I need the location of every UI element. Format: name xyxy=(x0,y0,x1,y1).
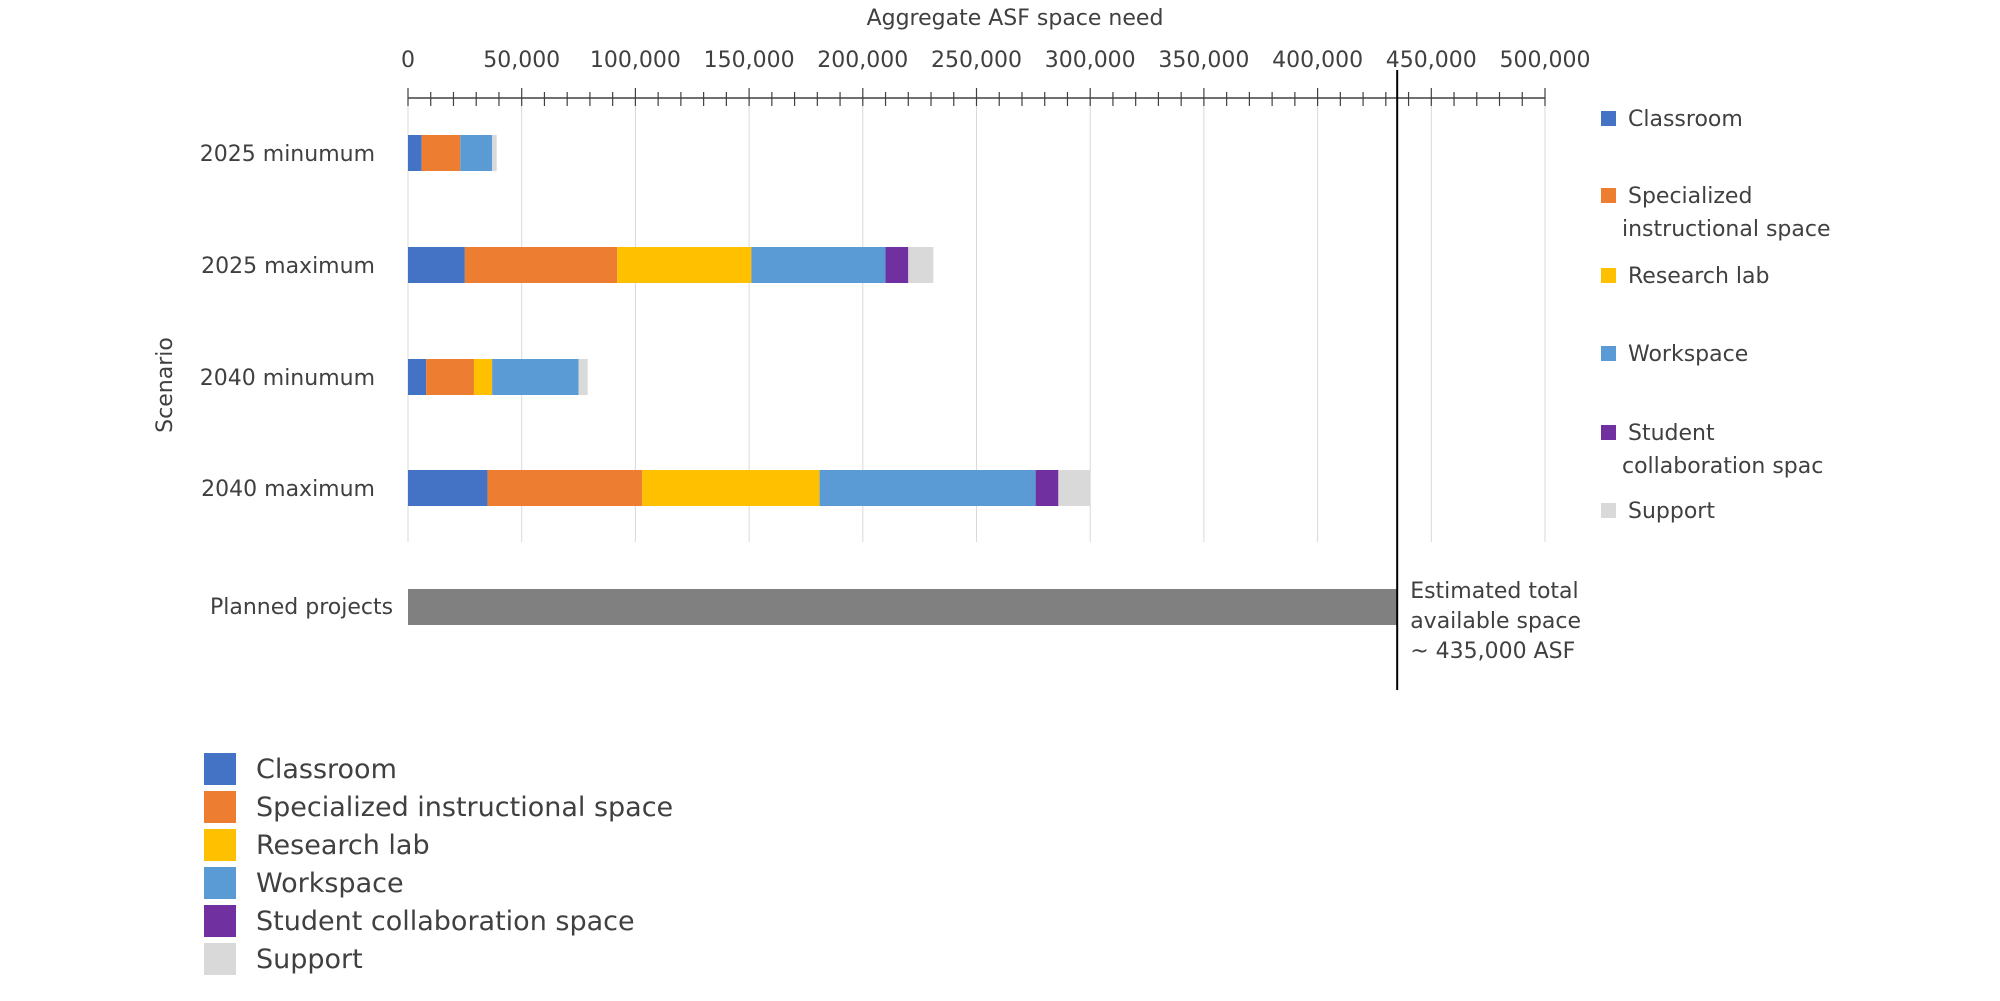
legend-label: Workspace xyxy=(1628,342,1748,367)
bottom-legend-swatch xyxy=(204,753,236,785)
bottom-legend-label: Research lab xyxy=(256,829,430,861)
x-tick-label: 200,000 xyxy=(817,48,908,73)
legend-label: Support xyxy=(1628,499,1715,524)
bottom-legend-swatch xyxy=(204,829,236,861)
x-tick-label: 250,000 xyxy=(931,48,1022,73)
bar-segment xyxy=(473,359,493,395)
bar-segment xyxy=(617,247,752,283)
legend-swatch xyxy=(1601,111,1616,126)
legend-swatch xyxy=(1601,188,1616,203)
legend-swatch xyxy=(1601,503,1616,518)
bar-segment xyxy=(908,247,934,283)
x-tick-label: 0 xyxy=(401,48,415,73)
bar-segment xyxy=(751,247,886,283)
labels: Aggregate ASF space need Scenario 2025 min… xyxy=(153,6,1581,664)
bar-segment xyxy=(408,135,422,171)
x-axis-title: Aggregate ASF space need xyxy=(867,6,1164,31)
bar-segment xyxy=(408,359,427,395)
bar-segment xyxy=(421,135,461,171)
bottom-legend-item: Support xyxy=(204,940,673,978)
available-space-annotation: available space xyxy=(1410,609,1581,634)
bar-segment xyxy=(819,470,1036,506)
legend-label: Classroom xyxy=(1628,107,1743,132)
legend-label: Student xyxy=(1628,421,1715,446)
bottom-legend-swatch xyxy=(204,905,236,937)
legend-label: collaboration spac xyxy=(1622,454,1823,479)
bar-segment xyxy=(460,135,493,171)
x-tick-label: 450,000 xyxy=(1386,48,1477,73)
available-space-annotation: ~ 435,000 ASF xyxy=(1410,639,1575,664)
x-tick-label: 500,000 xyxy=(1500,48,1591,73)
bar-segment xyxy=(578,359,588,395)
bottom-legend-label: Workspace xyxy=(256,867,404,899)
legend-label: instructional space xyxy=(1622,217,1831,242)
bar-segment xyxy=(487,470,643,506)
x-tick-label: 100,000 xyxy=(590,48,681,73)
bar-segment xyxy=(408,470,488,506)
bottom-legend-item: Workspace xyxy=(204,864,673,902)
available-space-annotation: Estimated total xyxy=(1410,579,1578,604)
bottom-legend-label: Classroom xyxy=(256,753,397,785)
bottom-legend-item: Classroom xyxy=(204,750,673,788)
right-legend: Classroom Specialized instructional space R… xyxy=(1601,107,1831,524)
x-tick-label: 350,000 xyxy=(1158,48,1249,73)
gridlines xyxy=(407,98,1546,542)
x-tick-label: 50,000 xyxy=(483,48,560,73)
bottom-legend-label: Specialized instructional space xyxy=(256,791,674,823)
bottom-legend-item: Specialized instructional space xyxy=(204,788,673,826)
category-label: 2040 maximum xyxy=(201,477,375,502)
bar-segment xyxy=(1058,470,1091,506)
bar-segment xyxy=(464,247,618,283)
bar-segment xyxy=(642,470,820,506)
x-tick-label: 150,000 xyxy=(704,48,795,73)
legend-swatch xyxy=(1601,346,1616,361)
bottom-legend-item: Research lab xyxy=(204,826,673,864)
category-label: 2025 maximum xyxy=(201,254,375,279)
legend-label: Specialized xyxy=(1628,184,1752,209)
legend-swatch xyxy=(1601,425,1616,440)
planned-projects-label: Planned projects xyxy=(210,595,393,620)
bottom-legend: Classroom Specialized instructional space… xyxy=(204,750,673,978)
planned-projects-bar xyxy=(408,589,1398,625)
x-axis-ticks: 0 50,000 100,000 150,000 200,000 250,000 300,0… xyxy=(401,48,1590,106)
bottom-legend-label: Student collaboration space xyxy=(256,905,635,937)
bar-segment xyxy=(426,359,474,395)
bar-segment xyxy=(408,247,465,283)
category-label: 2025 minumum xyxy=(200,142,375,167)
bottom-legend-swatch xyxy=(204,943,236,975)
x-tick-label: 300,000 xyxy=(1045,48,1136,73)
bottom-legend-swatch xyxy=(204,867,236,899)
bottom-legend-swatch xyxy=(204,791,236,823)
bar-segment xyxy=(1035,470,1059,506)
category-label: 2040 minumum xyxy=(200,366,375,391)
x-tick-label: 400,000 xyxy=(1272,48,1363,73)
bar-segment xyxy=(492,359,579,395)
bottom-legend-item: Student collaboration space xyxy=(204,902,673,940)
bar-segment xyxy=(885,247,909,283)
bars xyxy=(408,70,1399,690)
y-axis-title: Scenario xyxy=(153,337,178,433)
legend-label: Research lab xyxy=(1628,264,1769,289)
bottom-legend-label: Support xyxy=(256,943,363,975)
bar-segment xyxy=(492,135,497,171)
legend-swatch xyxy=(1601,268,1616,283)
